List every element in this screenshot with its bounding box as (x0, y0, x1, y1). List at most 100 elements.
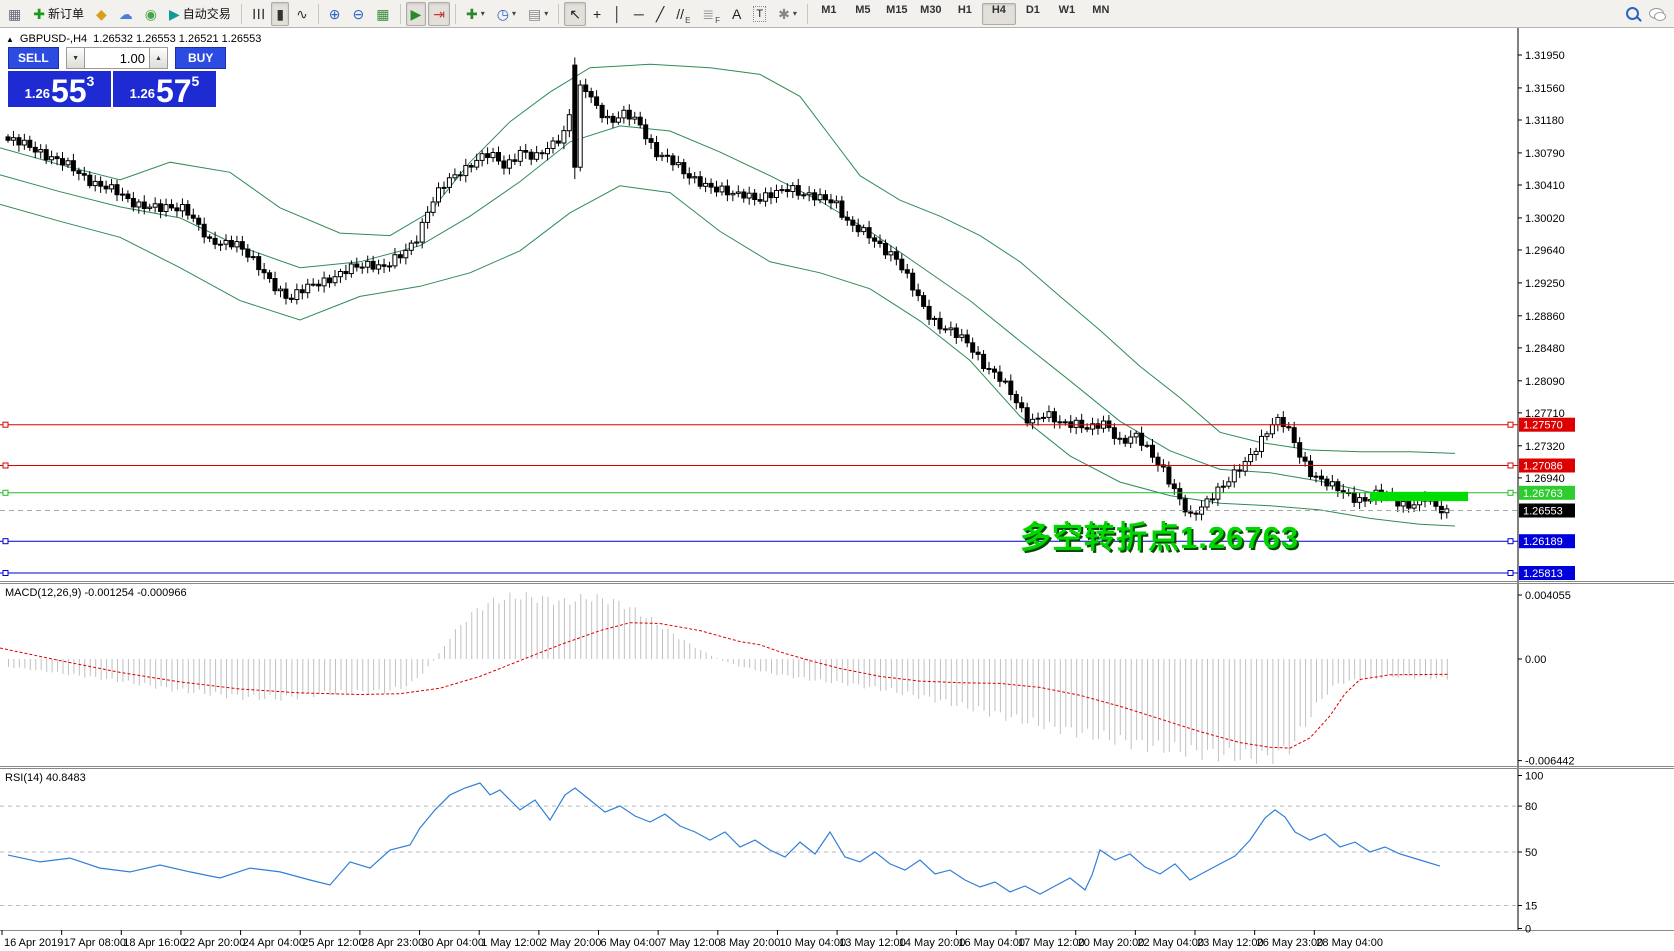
candles-layer[interactable] (125, 193, 131, 200)
tf-h1-button[interactable]: H1 (957, 3, 972, 16)
candles-layer[interactable] (1188, 511, 1194, 514)
candles-layer[interactable] (1313, 475, 1319, 478)
candles-layer[interactable] (1444, 508, 1450, 514)
candles-layer[interactable] (1128, 436, 1134, 444)
candles-layer[interactable] (692, 176, 698, 179)
tf-h4-button[interactable]: H4 (981, 2, 1016, 25)
trendline-button[interactable]: ╱ (651, 2, 669, 26)
candles-layer[interactable] (626, 109, 632, 120)
candles-layer[interactable] (98, 180, 104, 187)
tf-m5-button[interactable]: M5 (855, 3, 871, 16)
candles-layer[interactable] (637, 116, 643, 126)
candles-layer[interactable] (250, 256, 256, 259)
candles-layer[interactable] (517, 150, 523, 162)
candles-layer[interactable] (904, 269, 910, 274)
signal-icon[interactable]: ◉ (140, 2, 162, 26)
candles-layer[interactable] (294, 289, 300, 301)
resistance-line-handle[interactable] (2, 462, 9, 469)
candles-layer[interactable] (1297, 442, 1303, 458)
tf-mn-button[interactable]: MN (1092, 3, 1110, 16)
candles-layer[interactable] (468, 165, 474, 168)
templates-button[interactable]: ▤ ▾ (523, 2, 553, 26)
candles-layer[interactable] (496, 152, 501, 162)
candles-layer[interactable] (899, 258, 905, 271)
candles-layer[interactable] (730, 192, 736, 196)
candles-layer[interactable] (485, 153, 491, 158)
candles-layer[interactable] (577, 84, 583, 168)
tf-m1-button[interactable]: M1 (821, 3, 837, 16)
candles-layer[interactable] (392, 254, 398, 267)
candles-layer[interactable] (1280, 417, 1286, 428)
candles-layer[interactable] (964, 334, 970, 344)
tf-m15-button[interactable]: M15 (886, 3, 908, 16)
candles-layer[interactable] (463, 165, 469, 177)
arrows-button[interactable]: ✱ ▾ (773, 2, 802, 26)
candles-layer[interactable] (784, 189, 790, 193)
candles-layer[interactable] (370, 260, 376, 270)
candles-layer[interactable] (163, 204, 169, 213)
candles-layer[interactable] (65, 160, 71, 166)
candles-layer[interactable] (1111, 427, 1117, 439)
candles-layer[interactable] (561, 130, 567, 144)
candles-layer[interactable] (801, 194, 807, 197)
candles-layer[interactable] (1400, 501, 1406, 507)
channel-button[interactable]: //E (671, 2, 695, 26)
candles-layer[interactable] (223, 240, 229, 245)
candles-layer[interactable] (310, 283, 316, 286)
candles-layer[interactable] (21, 139, 27, 146)
candles-layer[interactable] (992, 368, 997, 373)
candles-layer[interactable] (397, 254, 403, 259)
candles-layer[interactable] (103, 185, 109, 190)
horizontal-line-button[interactable]: ─ (629, 2, 649, 26)
candles-layer[interactable] (1084, 427, 1090, 430)
candles-layer[interactable] (359, 266, 365, 269)
volume-input[interactable] (85, 47, 149, 69)
chat-icon[interactable] (1649, 8, 1666, 21)
candles-layer[interactable] (403, 249, 409, 259)
candles-layer[interactable] (239, 241, 245, 250)
candles-layer[interactable] (354, 263, 360, 268)
line-chart-button[interactable]: ∿ (291, 2, 313, 26)
candles-layer[interactable] (654, 142, 660, 158)
candles-layer[interactable] (1079, 419, 1085, 429)
candles-layer[interactable] (54, 156, 60, 160)
candles-layer[interactable] (343, 271, 349, 275)
candles-layer[interactable] (697, 176, 703, 187)
candles-layer[interactable] (228, 240, 234, 248)
candles-layer[interactable] (1090, 423, 1096, 430)
candles-layer[interactable] (566, 114, 572, 132)
candles-layer[interactable] (648, 138, 654, 143)
candles-layer[interactable] (686, 173, 692, 179)
candles-layer[interactable] (1139, 432, 1145, 446)
candles-layer[interactable] (839, 200, 845, 218)
candles-layer[interactable] (152, 203, 158, 208)
candles-layer[interactable] (1357, 497, 1363, 503)
candles-layer[interactable] (724, 185, 730, 196)
candles-layer[interactable] (888, 251, 894, 256)
candles-layer[interactable] (256, 256, 262, 271)
vertical-line-button[interactable]: │ (608, 2, 627, 26)
candles-layer[interactable] (506, 159, 512, 169)
candles-layer[interactable] (665, 154, 670, 157)
candles-layer[interactable] (327, 277, 332, 284)
text-label-button[interactable]: T (748, 2, 771, 26)
zoom-in-button[interactable]: ⊕ (324, 2, 346, 26)
candles-layer[interactable] (490, 152, 496, 159)
candles-layer[interactable] (877, 240, 883, 245)
new-order-button[interactable]: ✚ 新订单 (28, 2, 89, 26)
candles-layer[interactable] (141, 201, 147, 209)
sell-button[interactable]: SELL (8, 47, 59, 69)
candles-layer[interactable] (474, 159, 480, 168)
candles-layer[interactable] (425, 211, 431, 223)
pivot-line-handle[interactable] (2, 489, 9, 496)
resistance-line-handle[interactable] (1507, 421, 1514, 428)
candles-layer[interactable] (670, 155, 676, 166)
candles-layer[interactable] (975, 351, 981, 355)
candles-layer[interactable] (261, 269, 267, 274)
candles-layer[interactable] (1144, 444, 1150, 447)
candles-layer[interactable] (283, 288, 289, 299)
candles-layer[interactable] (5, 136, 11, 141)
candles-layer[interactable] (136, 201, 142, 208)
candles-layer[interactable] (414, 241, 420, 244)
candles-layer[interactable] (953, 327, 959, 338)
